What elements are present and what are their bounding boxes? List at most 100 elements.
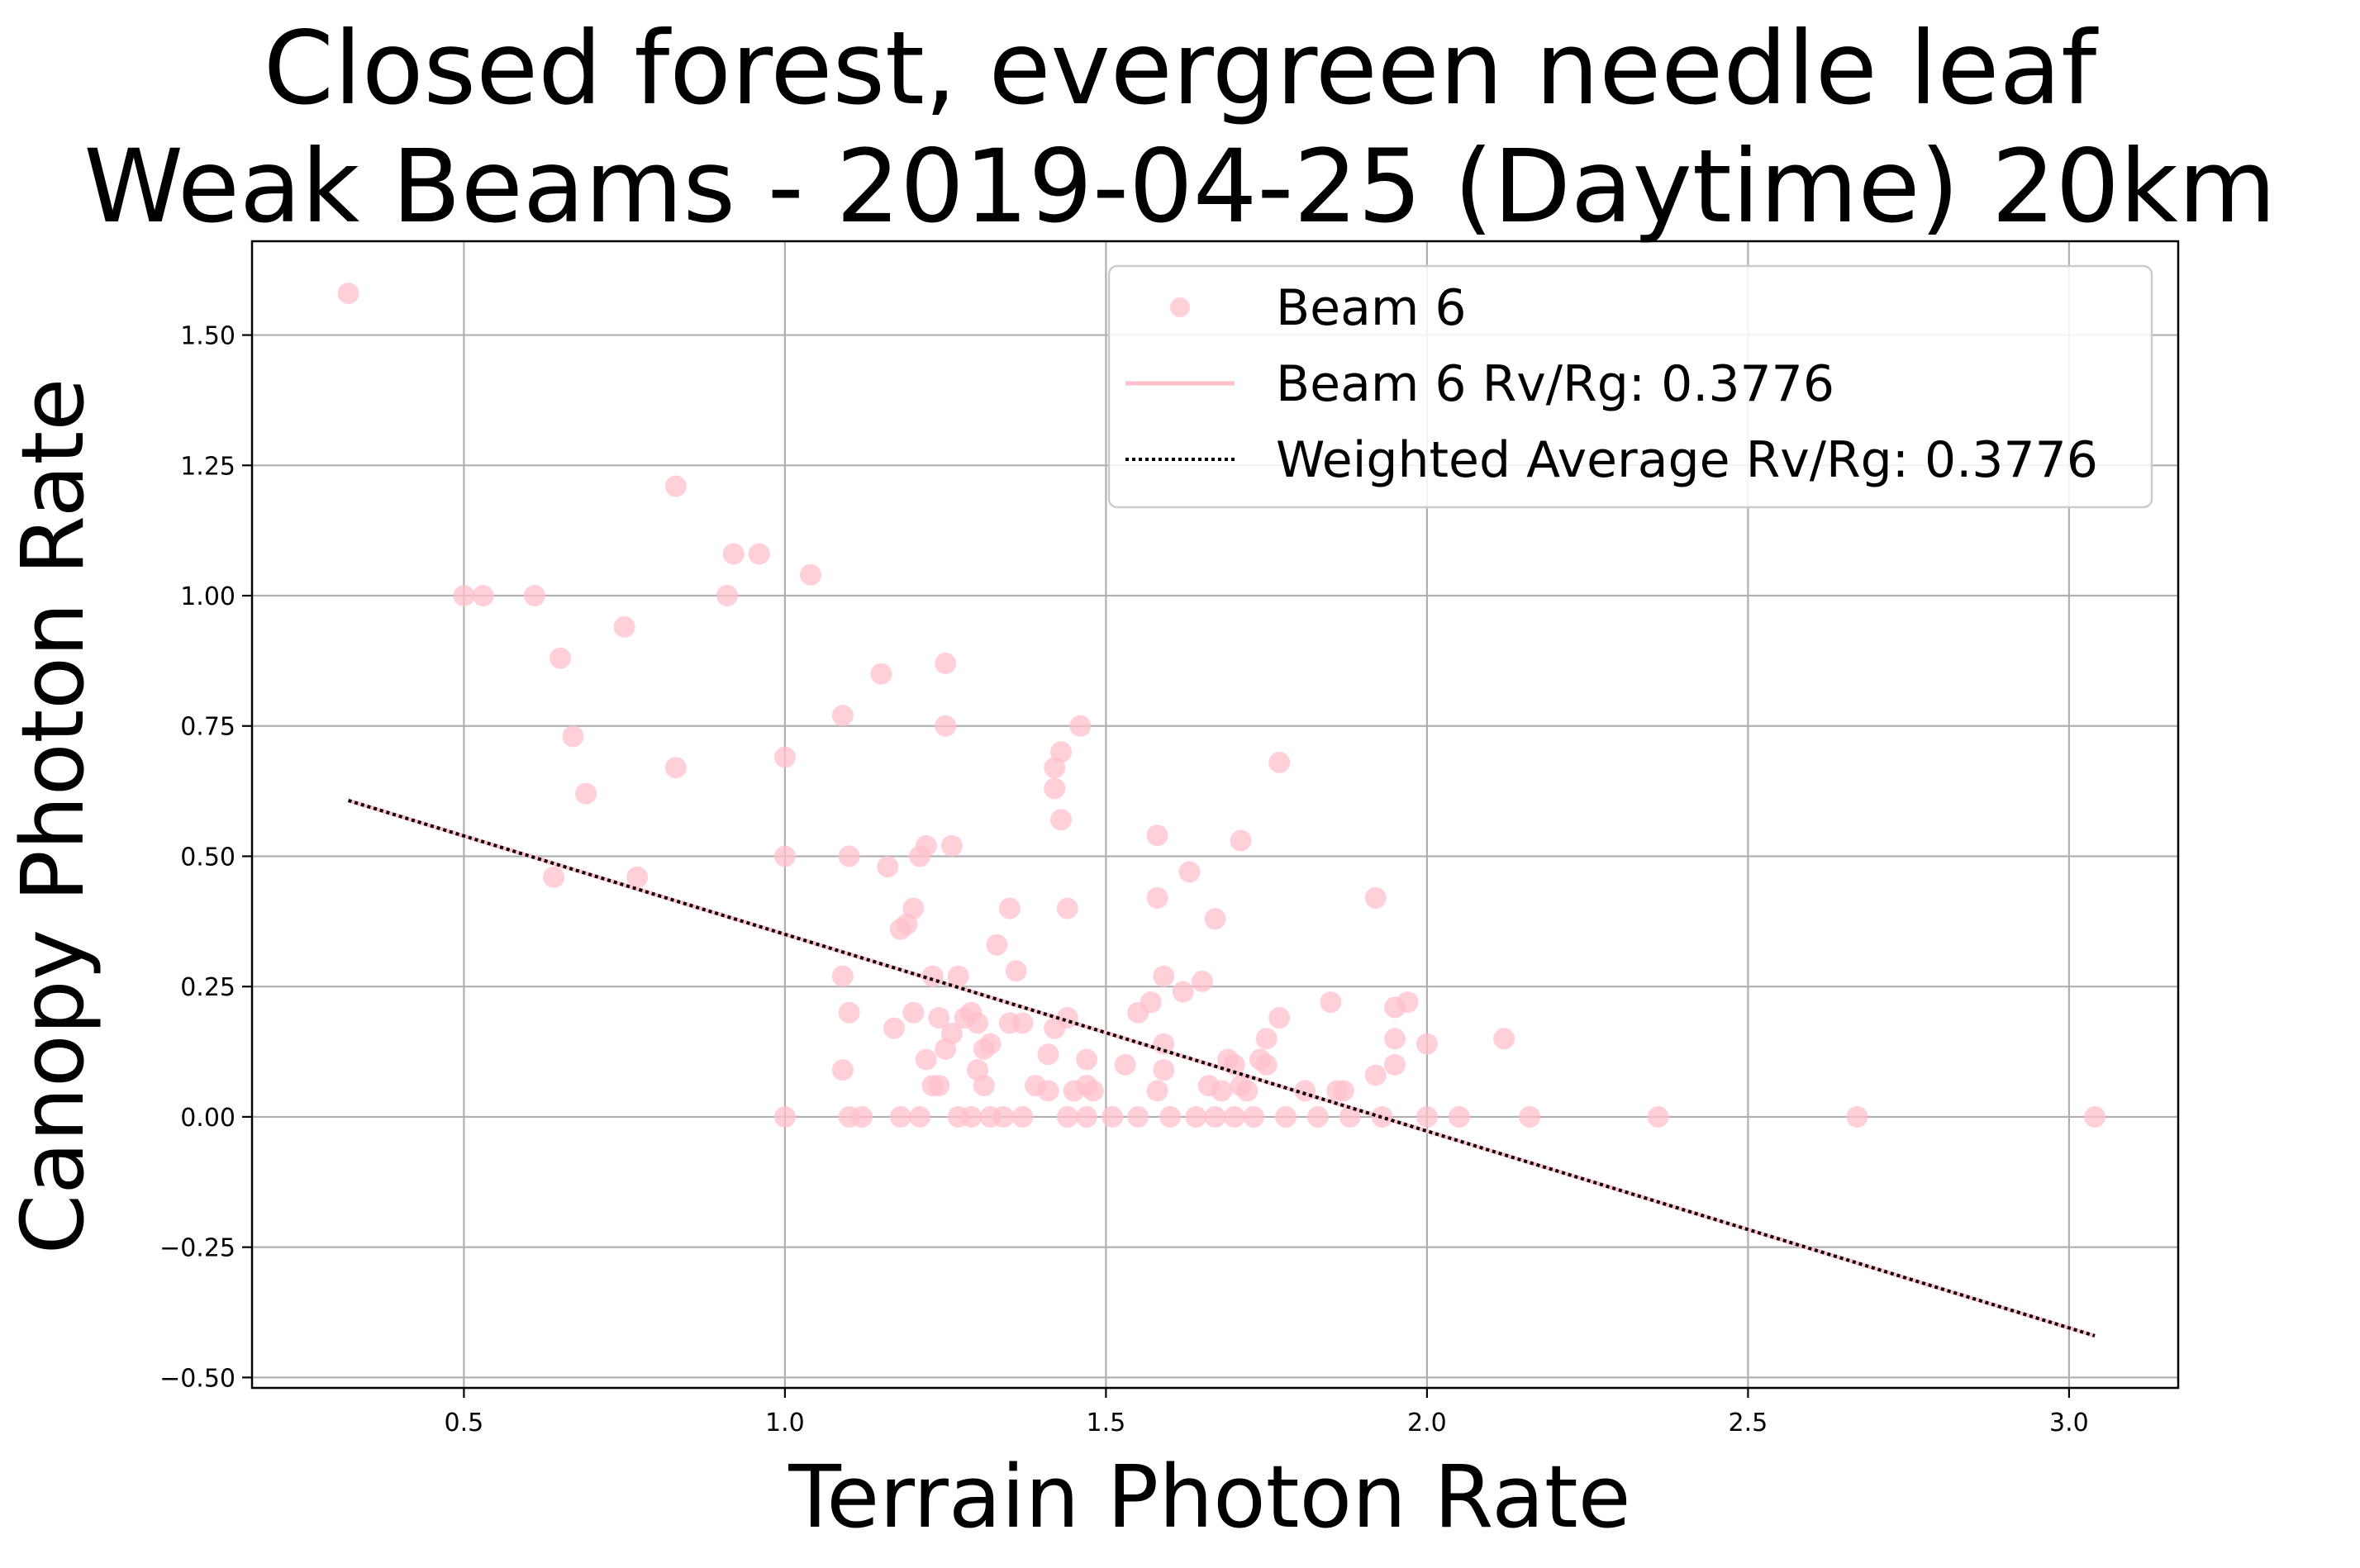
scatter-point xyxy=(831,705,854,727)
plot-area xyxy=(337,283,2105,1338)
scatter-point xyxy=(883,1017,905,1039)
scatter-point xyxy=(1005,960,1027,982)
scatter-point xyxy=(1011,1105,1034,1128)
scatter-point xyxy=(928,1007,950,1029)
scatter-point xyxy=(549,647,571,669)
scatter-point xyxy=(1332,1080,1354,1102)
scatter-point xyxy=(337,283,359,305)
scatter-point xyxy=(1211,1080,1233,1102)
legend-label: Beam 6 xyxy=(1276,279,1467,337)
scatter-point xyxy=(1146,824,1168,847)
scatter-point xyxy=(967,1012,989,1034)
scatter-point xyxy=(562,725,584,748)
scatter-point xyxy=(960,1105,983,1128)
scatter-point xyxy=(2083,1105,2105,1128)
scatter-point xyxy=(1416,1033,1438,1055)
scatter-point xyxy=(1069,715,1092,737)
scatter-point xyxy=(1050,809,1073,831)
scatter-point xyxy=(1044,777,1066,800)
scatter-point xyxy=(870,663,892,685)
scatter-point xyxy=(1191,970,1213,992)
scatter-point xyxy=(1268,1007,1291,1029)
scatter-point xyxy=(716,585,738,607)
scatter-point xyxy=(1076,1048,1098,1071)
scatter-point xyxy=(902,1001,925,1024)
scatter-point xyxy=(1011,1012,1034,1034)
weighted-average-line xyxy=(347,799,2096,1338)
scatter-point xyxy=(1153,1059,1175,1081)
legend: Beam 6 Beam 6 Rv/Rg: 0.3776 Weighted Avera… xyxy=(1107,264,2153,509)
x-axis-ticks: 0.5 1.0 1.5 2.0 2.5 3.0 xyxy=(445,1388,2089,1437)
scatter-point xyxy=(979,1105,1002,1128)
scatter-point xyxy=(1268,751,1291,773)
scatter-point xyxy=(940,834,963,857)
scatter-point xyxy=(831,965,854,987)
scatter-point xyxy=(1230,829,1252,852)
scatter-point xyxy=(1172,981,1194,1003)
scatter-point xyxy=(543,866,565,888)
scatter-point xyxy=(1185,1105,1207,1128)
y-tick-label: 0.00 xyxy=(180,1104,236,1133)
scatter-point xyxy=(1223,1105,1245,1128)
legend-marker-beam-6 xyxy=(1170,297,1190,317)
scatter-point xyxy=(1056,897,1078,919)
y-tick-label: −0.50 xyxy=(159,1364,236,1393)
y-tick-label: 0.25 xyxy=(180,973,236,1002)
scatter-point xyxy=(889,1105,911,1128)
y-tick-label: −0.25 xyxy=(159,1234,236,1263)
y-tick-label: 0.75 xyxy=(180,713,236,742)
scatter-point xyxy=(613,615,635,638)
scatter-point xyxy=(1159,1105,1182,1128)
scatter-point xyxy=(1320,991,1342,1014)
legend-label: Beam 6 Rv/Rg: 0.3776 xyxy=(1276,355,1834,413)
scatter-point xyxy=(1846,1105,1868,1128)
scatter-point xyxy=(1493,1028,1515,1050)
legend-box xyxy=(1107,264,2153,509)
scatter-point xyxy=(1101,1105,1124,1128)
scatter-point xyxy=(831,1059,854,1081)
chart-title: Closed forest, evergreen needle leaf Wea… xyxy=(83,10,2276,245)
scatter-point xyxy=(1448,1105,1470,1128)
scatter-point xyxy=(1339,1105,1361,1128)
y-tick-label: 1.00 xyxy=(180,582,236,611)
x-tick-label: 1.5 xyxy=(1087,1409,1126,1437)
scatter-point xyxy=(773,746,796,768)
scatter-point xyxy=(1178,861,1201,883)
scatter-point xyxy=(1306,1105,1329,1128)
scatter-point xyxy=(1204,908,1226,930)
scatter-point xyxy=(940,1022,963,1044)
y-tick-label: 1.50 xyxy=(180,322,236,351)
x-tick-label: 3.0 xyxy=(2049,1409,2089,1437)
scatter-point xyxy=(838,1001,860,1024)
scatter-point xyxy=(1076,1105,1098,1128)
scatter-point xyxy=(1204,1105,1226,1128)
scatter-point xyxy=(773,1105,796,1128)
scatter-point xyxy=(1647,1105,1669,1128)
scatter-point xyxy=(664,475,687,497)
scatter-point xyxy=(915,1048,937,1071)
scatter-point xyxy=(1050,741,1073,763)
scatter-point xyxy=(1243,1105,1265,1128)
scatter-point xyxy=(523,585,545,607)
scatter-point xyxy=(1384,1053,1406,1076)
scatter-point xyxy=(575,782,597,805)
scatter-point xyxy=(1153,965,1175,987)
scatter-point xyxy=(722,543,745,565)
scatter-point xyxy=(1364,886,1387,909)
plot-frame xyxy=(250,240,2180,1390)
scatter-point xyxy=(1236,1080,1259,1102)
scatter-point xyxy=(909,1105,931,1128)
scatter-point xyxy=(851,1105,873,1128)
chart-title-line-2: Weak Beams - 2019-04-25 (Daytime) 20km xyxy=(83,128,2276,245)
legend-label: Weighted Average Rv/Rg: 0.3776 xyxy=(1276,431,2098,489)
scatter-point xyxy=(935,715,957,737)
scatter-point xyxy=(1114,1053,1136,1076)
scatter-point xyxy=(1146,1080,1168,1102)
scatter-point xyxy=(1082,1080,1104,1102)
scatter-point xyxy=(1396,991,1419,1014)
scatter-point xyxy=(838,845,860,867)
scatter-point xyxy=(928,1075,950,1097)
scatter-point xyxy=(1056,1105,1078,1128)
